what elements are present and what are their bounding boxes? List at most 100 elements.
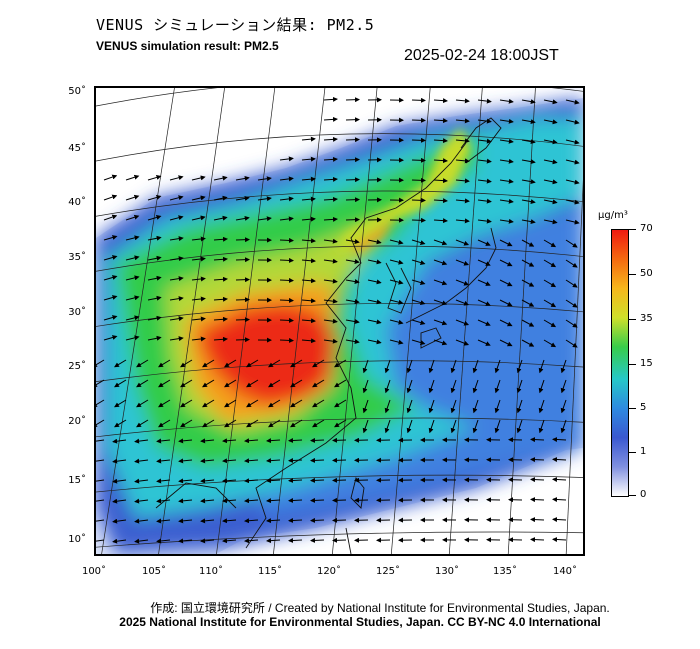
wind-arrow	[543, 239, 557, 248]
wind-arrow	[521, 179, 536, 185]
wind-arrow	[499, 239, 513, 247]
lat-label-10: 10˚	[68, 534, 86, 545]
wind-arrow	[180, 399, 193, 408]
wind-arrow	[301, 136, 316, 142]
wind-arrow	[134, 478, 149, 484]
wind-arrow	[158, 379, 171, 388]
wind-arrow	[472, 419, 479, 434]
wind-arrow	[156, 438, 171, 444]
wind-arrow	[521, 319, 535, 327]
wind-arrow	[362, 359, 369, 374]
wind-arrow	[156, 518, 171, 524]
wind-arrow	[125, 235, 140, 241]
wind-arrow	[266, 458, 281, 464]
wind-arrow	[499, 339, 513, 347]
forecast-timestamp: 2025-02-24 18:00JST	[404, 47, 559, 64]
wind-arrow	[433, 158, 448, 164]
wind-arrow	[312, 359, 325, 368]
wind-arrow	[112, 498, 127, 504]
wind-arrow	[530, 517, 545, 523]
wind-arrow	[246, 419, 259, 428]
wind-arrow	[125, 335, 140, 341]
wind-arrow	[178, 538, 193, 544]
wind-arrow	[530, 457, 545, 463]
wind-arrow	[477, 319, 491, 326]
wind-arrow	[312, 419, 325, 428]
wind-arrow	[244, 538, 259, 544]
page-title-english: VENUS simulation result: PM2.5	[96, 39, 279, 53]
wind-arrow	[169, 296, 184, 302]
wind-arrow	[96, 459, 105, 462]
wind-arrow	[499, 218, 514, 224]
wind-arrow	[411, 239, 426, 245]
wind-arrow	[477, 339, 491, 346]
wind-arrow	[565, 199, 580, 205]
wind-arrow	[235, 175, 250, 181]
wind-arrow	[565, 219, 580, 225]
wind-arrow	[543, 179, 558, 185]
wind-arrow	[224, 359, 237, 368]
wind-arrow	[213, 195, 228, 201]
wind-arrow	[244, 458, 259, 464]
wind-arrow	[288, 437, 303, 443]
wind-arrow	[543, 259, 557, 268]
wind-arrow	[477, 138, 492, 144]
wind-arrow	[560, 419, 567, 434]
wind-arrow	[433, 239, 448, 246]
wind-arrow	[406, 399, 413, 414]
wind-arrow	[200, 498, 215, 504]
colorbar-label-35: 35	[640, 313, 653, 324]
wind-arrow	[367, 319, 382, 325]
wind-arrow	[301, 176, 316, 182]
wind-arrow	[552, 457, 567, 463]
wind-arrow	[323, 196, 338, 202]
wind-arrow	[332, 517, 347, 523]
wind-arrow	[103, 174, 118, 181]
wind-arrow	[125, 214, 140, 221]
wind-arrow	[202, 419, 215, 428]
wind-arrow	[103, 235, 118, 241]
wind-arrow	[213, 215, 228, 221]
wind-arrow	[516, 379, 523, 394]
wind-arrow	[499, 319, 513, 327]
lon-label-105: 105˚	[141, 566, 167, 577]
wind-arrow	[455, 259, 470, 266]
wind-arrow	[565, 99, 580, 105]
wind-arrow	[114, 359, 127, 368]
wind-arrow	[552, 497, 567, 503]
wind-arrow	[310, 477, 325, 483]
wind-arrow	[266, 498, 281, 504]
wind-arrow	[200, 538, 215, 544]
wind-arrow	[433, 279, 448, 286]
wind-arrow	[406, 359, 413, 374]
wind-arrow	[455, 158, 470, 164]
wind-arrow	[323, 176, 338, 182]
lon-label-135: 135˚	[492, 566, 518, 577]
wind-arrow	[224, 419, 237, 428]
wind-arrow	[494, 399, 501, 414]
wind-arrow	[288, 517, 303, 523]
wind-arrow	[114, 379, 127, 388]
wind-arrow	[389, 279, 404, 285]
wind-arrow	[411, 137, 426, 143]
wind-arrow	[257, 216, 272, 222]
wind-arrow	[96, 359, 105, 368]
wind-arrow	[169, 236, 184, 242]
wind-arrow	[530, 497, 545, 503]
wind-arrow	[530, 437, 545, 443]
wind-arrow	[96, 539, 105, 542]
lat-label-45: 45˚	[68, 143, 86, 154]
lon-label-100: 100˚	[81, 566, 107, 577]
wind-arrow	[96, 419, 105, 428]
colorbar-label-70: 70	[640, 223, 653, 234]
wind-arrow	[565, 119, 580, 125]
wind-arrow	[560, 379, 567, 394]
wind-arrow	[103, 335, 118, 341]
wind-arrow	[266, 518, 281, 524]
wind-arrow	[147, 195, 162, 201]
wind-arrow	[235, 237, 250, 243]
colorbar-label-5: 5	[640, 402, 647, 413]
wind-arrow	[472, 379, 479, 394]
wind-arrow	[156, 458, 171, 464]
wind-arrow	[310, 457, 325, 463]
